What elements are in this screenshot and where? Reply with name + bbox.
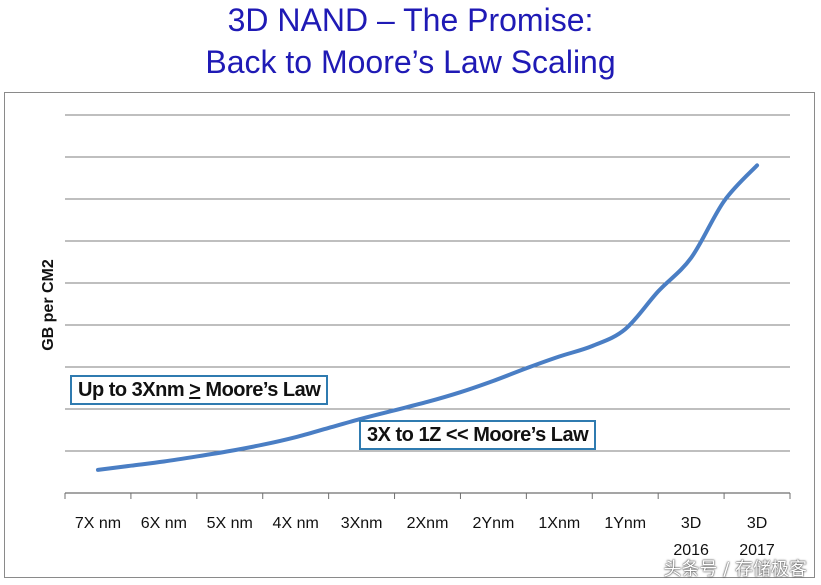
x-tick-label: 2Xnm <box>407 515 449 532</box>
annotation-1-ge-symbol: > <box>189 379 201 401</box>
annotation-3x-to-1z: 3X to 1Z << Moore’s Law <box>359 420 597 450</box>
y-axis-label: GB per CM2 <box>40 259 57 351</box>
chart-title-line-1: 3D NAND – The Promise: <box>227 2 594 38</box>
x-tick-label: 2017 <box>739 542 775 559</box>
annotation-up-to-3xnm: Up to 3Xnm > Moore’s Law <box>70 375 329 405</box>
x-tick-label: 2Ynm <box>473 515 515 532</box>
x-tick-label: 6X nm <box>141 515 187 532</box>
watermark: 头条号 / 存储极客 <box>663 559 807 580</box>
annotation-1-suffix: Moore’s Law <box>200 379 321 401</box>
x-tick-label: 5X nm <box>207 515 253 532</box>
x-tick-label: 4X nm <box>273 515 319 532</box>
x-tick-label: 3D <box>681 515 701 532</box>
x-tick-label: 7X nm <box>75 515 121 532</box>
annotation-1-prefix: Up to 3Xnm <box>78 379 190 401</box>
x-tick-label: 3Xnm <box>341 515 383 532</box>
x-tick-label: 1Ynm <box>604 515 646 532</box>
chart-frame <box>4 92 815 578</box>
chart-title-line-2: Back to Moore’s Law Scaling <box>205 44 616 80</box>
x-tick-label: 2016 <box>673 542 709 559</box>
x-tick-label: 1Xnm <box>538 515 580 532</box>
x-tick-label: 3D <box>747 515 767 532</box>
